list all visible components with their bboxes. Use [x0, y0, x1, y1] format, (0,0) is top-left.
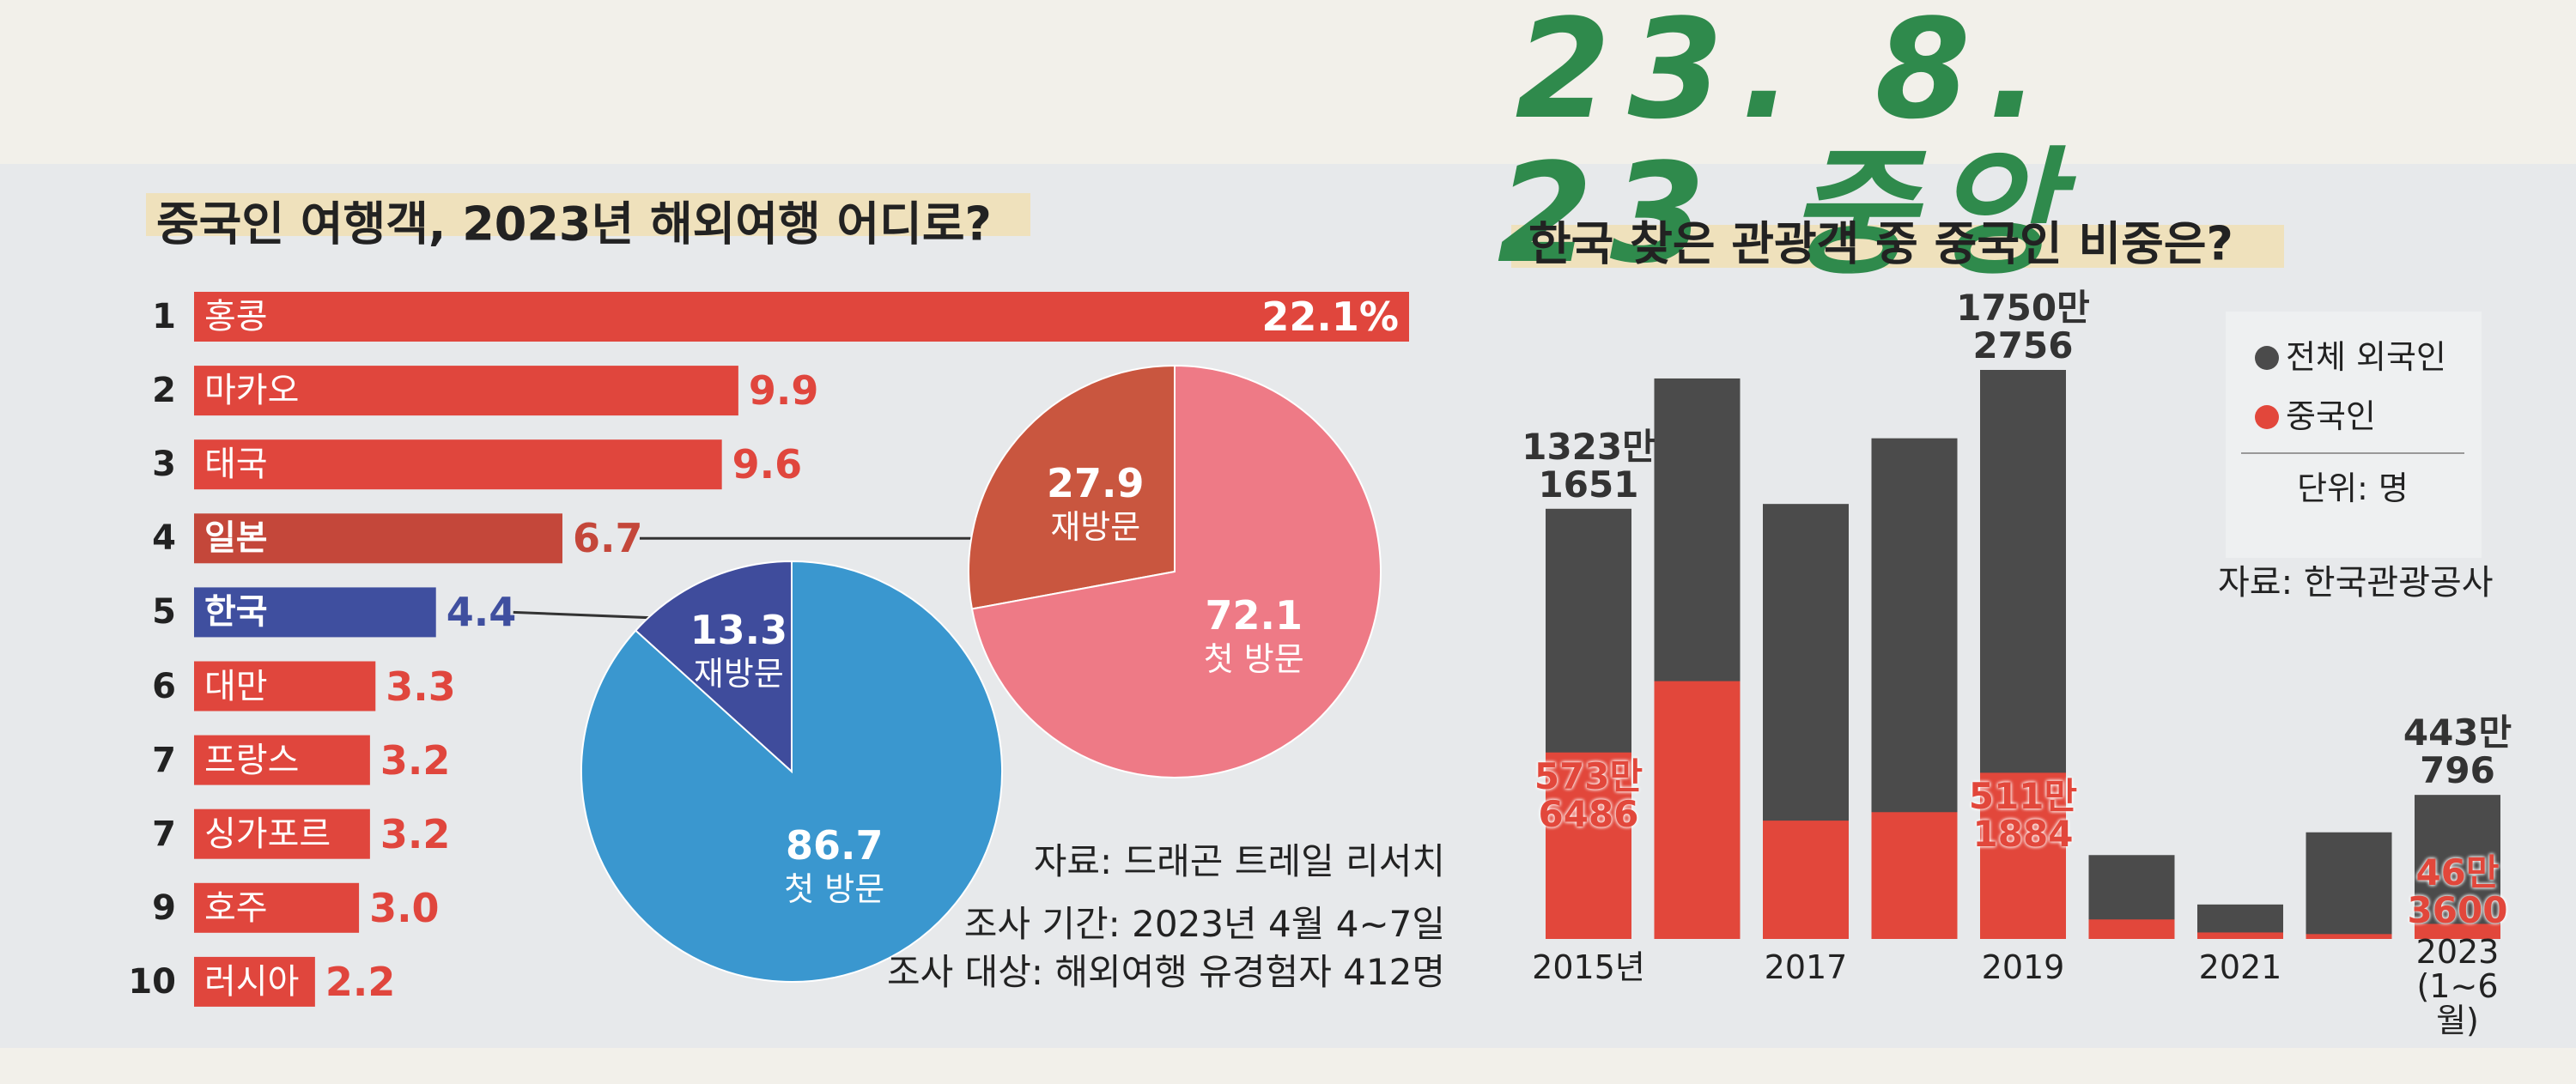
bar [1763, 821, 1849, 939]
bar [1654, 681, 1741, 939]
value-label: 3.2 [380, 736, 451, 784]
slice-label: 재방문 [693, 655, 784, 693]
x-tick-label: 2015년 [1532, 948, 1645, 987]
bar [194, 513, 562, 564]
value-label: 1750만 2756 [1956, 286, 2090, 366]
category-label: 마카오 [204, 371, 300, 411]
category-label: 호주 [204, 887, 268, 928]
slice-value: 72.1 [1205, 591, 1303, 639]
bar [194, 366, 738, 416]
bar [194, 956, 315, 1007]
chart-title: 한국 찾은 관광객 중 중국인 비중은? [1528, 216, 2233, 271]
legend-marker [2255, 346, 2279, 370]
value-label: 3.0 [369, 884, 440, 931]
source-note: 조사 기간: 2023년 4월 4~7일 [963, 902, 1445, 945]
value-label: 22.1% [1261, 293, 1399, 340]
rank: 5 [152, 592, 176, 633]
legend-marker [2255, 405, 2279, 429]
legend-label: 중국인 [2286, 397, 2376, 436]
bar [2306, 934, 2392, 939]
legend-label: 전체 외국인 [2286, 338, 2446, 377]
slice-value: 86.7 [785, 821, 884, 869]
value-label: 6.7 [572, 515, 643, 562]
source-note: 자료: 한국관광공사 [2218, 563, 2494, 603]
value-label: 3.3 [386, 663, 456, 710]
rank: 9 [152, 887, 176, 928]
bar [2415, 795, 2500, 939]
chart-title: 중국인 여행객, 2023년 해외여행 어디로? [156, 197, 992, 251]
slice-label: 재방문 [1050, 508, 1141, 547]
pie-slice [634, 560, 793, 774]
value-label: 9.9 [748, 366, 819, 414]
value-label: 573만 6486 [1534, 754, 1643, 835]
title-highlight [146, 193, 1030, 236]
bar [194, 661, 376, 712]
x-tick-label: 2023 (1~6월) [2415, 933, 2500, 1039]
category-label: 일본 [204, 518, 268, 559]
slice-label: 첫 방문 [1203, 639, 1304, 678]
value-label: 443만 796 [2403, 712, 2512, 792]
pie-slice [968, 364, 1176, 610]
slice-label: 첫 방문 [784, 870, 885, 909]
x-tick-label: 2017 [1764, 948, 1848, 987]
bar [194, 882, 360, 933]
bar [194, 587, 436, 638]
category-label: 프랑스 [204, 740, 300, 780]
bar [194, 808, 370, 859]
value-label: 9.6 [732, 441, 803, 488]
rank: 7 [152, 740, 176, 780]
rank: 1 [152, 297, 176, 336]
source-note: 자료: 드래곤 트레일 리서치 [1033, 839, 1445, 882]
category-label: 한국 [204, 592, 268, 633]
pie-slice [970, 364, 1382, 778]
pie-slice [580, 560, 1003, 983]
rank: 2 [152, 371, 176, 411]
value-label: 1323만 1651 [1522, 425, 1656, 506]
x-tick-label: 2019 [1981, 948, 2065, 987]
handwriting: 23. 8. 23 중앙 [1497, 0, 2075, 294]
bar [2306, 832, 2392, 939]
unit-label: 단위: 명 [2297, 469, 2409, 508]
bar [2197, 932, 2283, 939]
category-label: 러시아 [204, 961, 300, 1002]
category-label: 태국 [204, 445, 268, 485]
bar [1546, 752, 1631, 939]
slice-value: 13.3 [690, 607, 788, 654]
bar [194, 735, 370, 785]
value-label: 2.2 [325, 958, 396, 1005]
bar [1871, 812, 1958, 939]
value-label: 46만 3600 [2407, 851, 2508, 931]
value-label: 511만 1884 [1968, 775, 2078, 856]
bar [194, 292, 1409, 342]
category-label: 대만 [204, 666, 268, 706]
title-highlight [1511, 225, 2284, 268]
rank: 3 [152, 445, 176, 485]
bar [1980, 772, 2066, 939]
bar [194, 439, 722, 490]
value-label: 3.2 [380, 810, 451, 857]
category-label: 홍콩 [204, 297, 268, 336]
rank: 7 [152, 814, 176, 854]
rank: 6 [152, 666, 176, 706]
source-note: 조사 대상: 해외여행 유경험자 412명 [886, 950, 1445, 993]
category-label: 싱가포르 [204, 814, 331, 854]
rank: 10 [128, 961, 176, 1002]
bar [2415, 924, 2500, 939]
slice-value: 27.9 [1047, 460, 1145, 507]
x-tick-label: 2021 [2198, 948, 2282, 987]
bar [2088, 919, 2175, 939]
rank: 4 [152, 518, 176, 559]
value-label: 4.4 [446, 589, 517, 636]
